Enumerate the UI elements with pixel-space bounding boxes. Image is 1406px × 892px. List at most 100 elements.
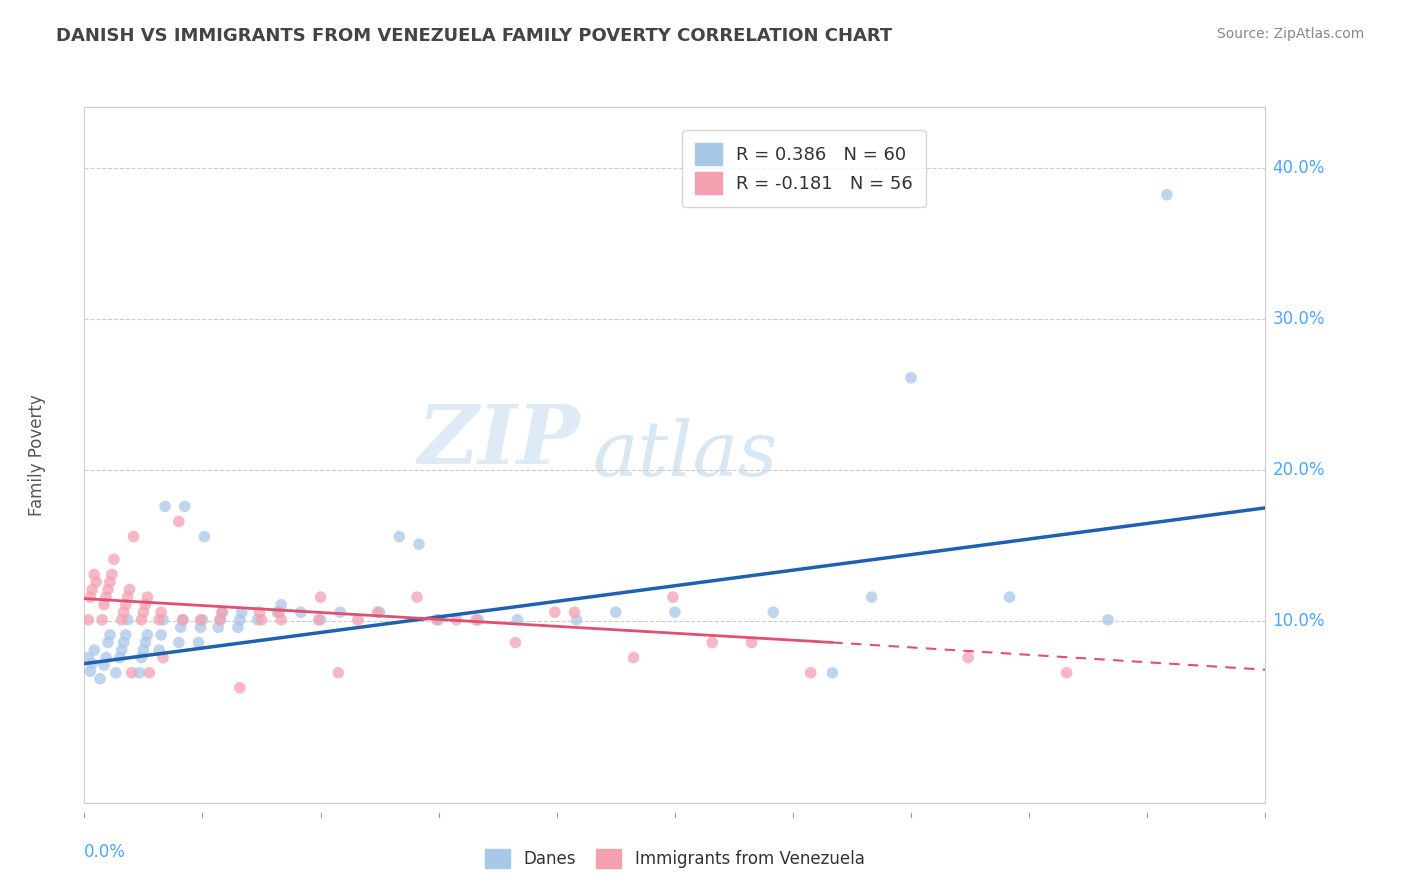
Point xyxy=(406,590,429,604)
Point xyxy=(138,665,160,680)
Point xyxy=(426,613,449,627)
Point xyxy=(150,605,173,619)
Point xyxy=(211,605,233,619)
Point xyxy=(564,605,586,619)
Text: Family Poverty: Family Poverty xyxy=(28,394,46,516)
Point xyxy=(446,613,468,627)
Point xyxy=(467,613,489,627)
Point xyxy=(226,620,249,634)
Point xyxy=(762,605,785,619)
Point xyxy=(623,650,645,665)
Point xyxy=(128,665,150,680)
Point xyxy=(150,628,173,642)
Point xyxy=(77,650,100,665)
Point xyxy=(170,620,193,634)
Point xyxy=(118,582,141,597)
Point xyxy=(122,530,145,544)
Point xyxy=(388,530,411,544)
Point xyxy=(104,665,127,680)
Point xyxy=(114,628,136,642)
Point xyxy=(957,650,980,665)
Point xyxy=(193,530,215,544)
Point xyxy=(94,590,117,604)
Text: ZIP: ZIP xyxy=(418,401,581,481)
Point xyxy=(167,515,190,529)
Point xyxy=(153,500,176,514)
Point xyxy=(121,665,143,680)
Text: 40.0%: 40.0% xyxy=(1272,159,1324,177)
Point xyxy=(229,681,252,695)
Point xyxy=(900,371,922,385)
Point xyxy=(101,567,124,582)
Text: 20.0%: 20.0% xyxy=(1272,461,1324,479)
Point xyxy=(605,605,627,619)
Point xyxy=(132,605,155,619)
Point xyxy=(702,635,724,649)
Text: DANISH VS IMMIGRANTS FROM VENEZUELA FAMILY POVERTY CORRELATION CHART: DANISH VS IMMIGRANTS FROM VENEZUELA FAMI… xyxy=(56,27,893,45)
Point xyxy=(93,658,115,673)
Point xyxy=(231,605,253,619)
Point xyxy=(108,650,131,665)
Point xyxy=(505,635,527,649)
Legend: Danes, Immigrants from Venezuela: Danes, Immigrants from Venezuela xyxy=(478,843,872,875)
Text: atlas: atlas xyxy=(592,418,778,491)
Point xyxy=(662,590,685,604)
Point xyxy=(191,613,214,627)
Point xyxy=(1097,613,1119,627)
Point xyxy=(860,590,883,604)
Point xyxy=(1156,187,1178,202)
Point xyxy=(506,613,529,627)
Point xyxy=(309,590,332,604)
Point xyxy=(800,665,823,680)
Point xyxy=(207,620,229,634)
Text: 10.0%: 10.0% xyxy=(1272,612,1324,631)
Point xyxy=(249,605,271,619)
Legend: R = 0.386   N = 60, R = -0.181   N = 56: R = 0.386 N = 60, R = -0.181 N = 56 xyxy=(682,130,925,207)
Point xyxy=(94,650,117,665)
Point xyxy=(83,643,105,657)
Point xyxy=(408,537,430,551)
Point xyxy=(98,574,121,589)
Point xyxy=(93,598,115,612)
Point xyxy=(136,590,159,604)
Point xyxy=(209,613,232,627)
Point xyxy=(79,590,101,604)
Point xyxy=(98,628,121,642)
Point xyxy=(565,613,588,627)
Point xyxy=(328,665,350,680)
Point xyxy=(117,590,139,604)
Point xyxy=(270,598,292,612)
Point xyxy=(741,635,763,649)
Point xyxy=(269,605,291,619)
Point xyxy=(367,605,389,619)
Point xyxy=(136,628,159,642)
Point xyxy=(97,582,120,597)
Point xyxy=(89,672,111,686)
Point xyxy=(117,613,139,627)
Point xyxy=(821,665,844,680)
Point xyxy=(114,598,136,612)
Point xyxy=(190,613,212,627)
Point xyxy=(103,552,125,566)
Point xyxy=(112,605,135,619)
Point xyxy=(84,574,107,589)
Point xyxy=(270,613,292,627)
Point xyxy=(82,582,104,597)
Point xyxy=(266,605,288,619)
Point xyxy=(131,650,153,665)
Point xyxy=(172,613,194,627)
Point xyxy=(173,500,195,514)
Point xyxy=(329,605,352,619)
Point xyxy=(134,635,156,649)
Point xyxy=(664,605,686,619)
Point xyxy=(427,613,450,627)
Text: 30.0%: 30.0% xyxy=(1272,310,1324,327)
Point xyxy=(131,613,153,627)
Point xyxy=(250,613,273,627)
Point xyxy=(82,657,104,671)
Point xyxy=(347,613,370,627)
Point xyxy=(152,650,174,665)
Point xyxy=(465,613,488,627)
Point xyxy=(290,605,312,619)
Point xyxy=(111,643,134,657)
